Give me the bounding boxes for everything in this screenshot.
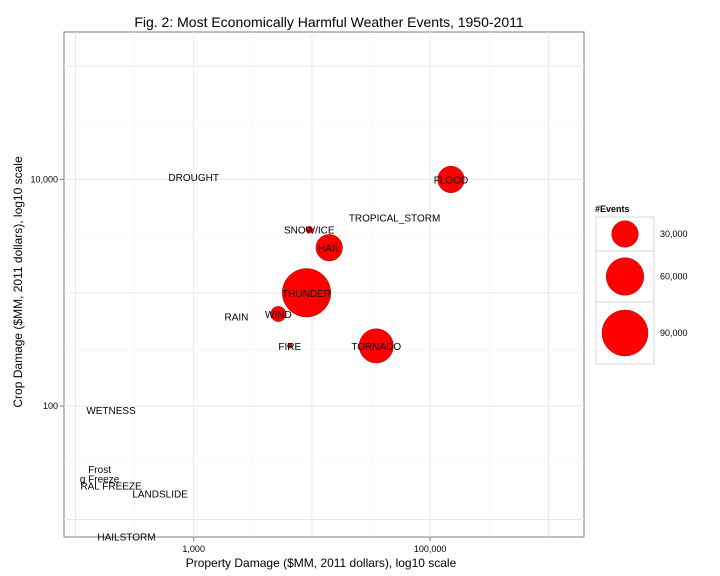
legend-label: 30,000: [660, 229, 688, 239]
x-tick-label: 1,000: [182, 544, 205, 554]
point-label: HAILSTORM: [97, 532, 155, 543]
point-label: TROPICAL_STORM: [349, 214, 441, 225]
legend-title: #Events: [595, 204, 630, 214]
y-axis-ticks: 100 10,000: [30, 174, 64, 411]
plot-area: DROUGHT FLOOD TROPICAL_STORM SNOW/ICE HAIL TH…: [63, 31, 585, 543]
data-point: [437, 165, 465, 193]
point-label: HAIL: [318, 244, 341, 255]
y-axis-label: Crop Damage ($MM, 2011 dollars), log10 s…: [11, 156, 25, 408]
x-tick-label: 100,000: [414, 544, 447, 554]
data-point: [305, 226, 313, 234]
legend-label: 90,000: [660, 328, 688, 338]
labels-layer: DROUGHT FLOOD TROPICAL_STORM SNOW/ICE HAIL TH…: [80, 173, 468, 543]
point-label: RAL FREEZE: [80, 481, 142, 492]
chart-title: Fig. 2: Most Economically Harmful Weathe…: [134, 14, 524, 30]
point-label: LANDSLIDE: [132, 489, 188, 500]
data-point: [287, 343, 293, 349]
point-label: WIND: [265, 310, 292, 321]
point-label: FLOOD: [434, 175, 468, 186]
point-label: RAIN: [225, 312, 249, 323]
data-point: [315, 234, 343, 262]
points-layer: [270, 165, 465, 364]
point-label: WETNESS: [86, 406, 136, 417]
point-label: Frost: [88, 465, 111, 476]
point-label: g Freeze: [80, 474, 120, 485]
point-label: TORNADO: [351, 342, 401, 353]
data-point: [358, 328, 394, 364]
y-tick-label: 10,000: [30, 174, 58, 184]
data-point: [270, 306, 287, 322]
point-label: THUNDER: [282, 289, 331, 300]
x-axis-label: Property Damage ($MM, 2011 dollars), log…: [186, 556, 457, 570]
data-point: [282, 268, 332, 318]
y-tick-label: 100: [43, 401, 58, 411]
point-label: SNOW/ICE: [284, 226, 335, 237]
legend-swatch: [611, 220, 639, 248]
legend: #Events 30,000 60,000 90,000: [595, 204, 688, 365]
point-label: DROUGHT: [168, 173, 219, 184]
legend-swatch: [605, 257, 645, 296]
point-label: FIRE: [278, 342, 301, 353]
legend-entries: 30,000 60,000 90,000: [595, 216, 688, 365]
x-axis-ticks: 1,000 100,000: [182, 537, 446, 554]
legend-label: 60,000: [660, 272, 688, 282]
legend-swatch: [601, 309, 649, 357]
